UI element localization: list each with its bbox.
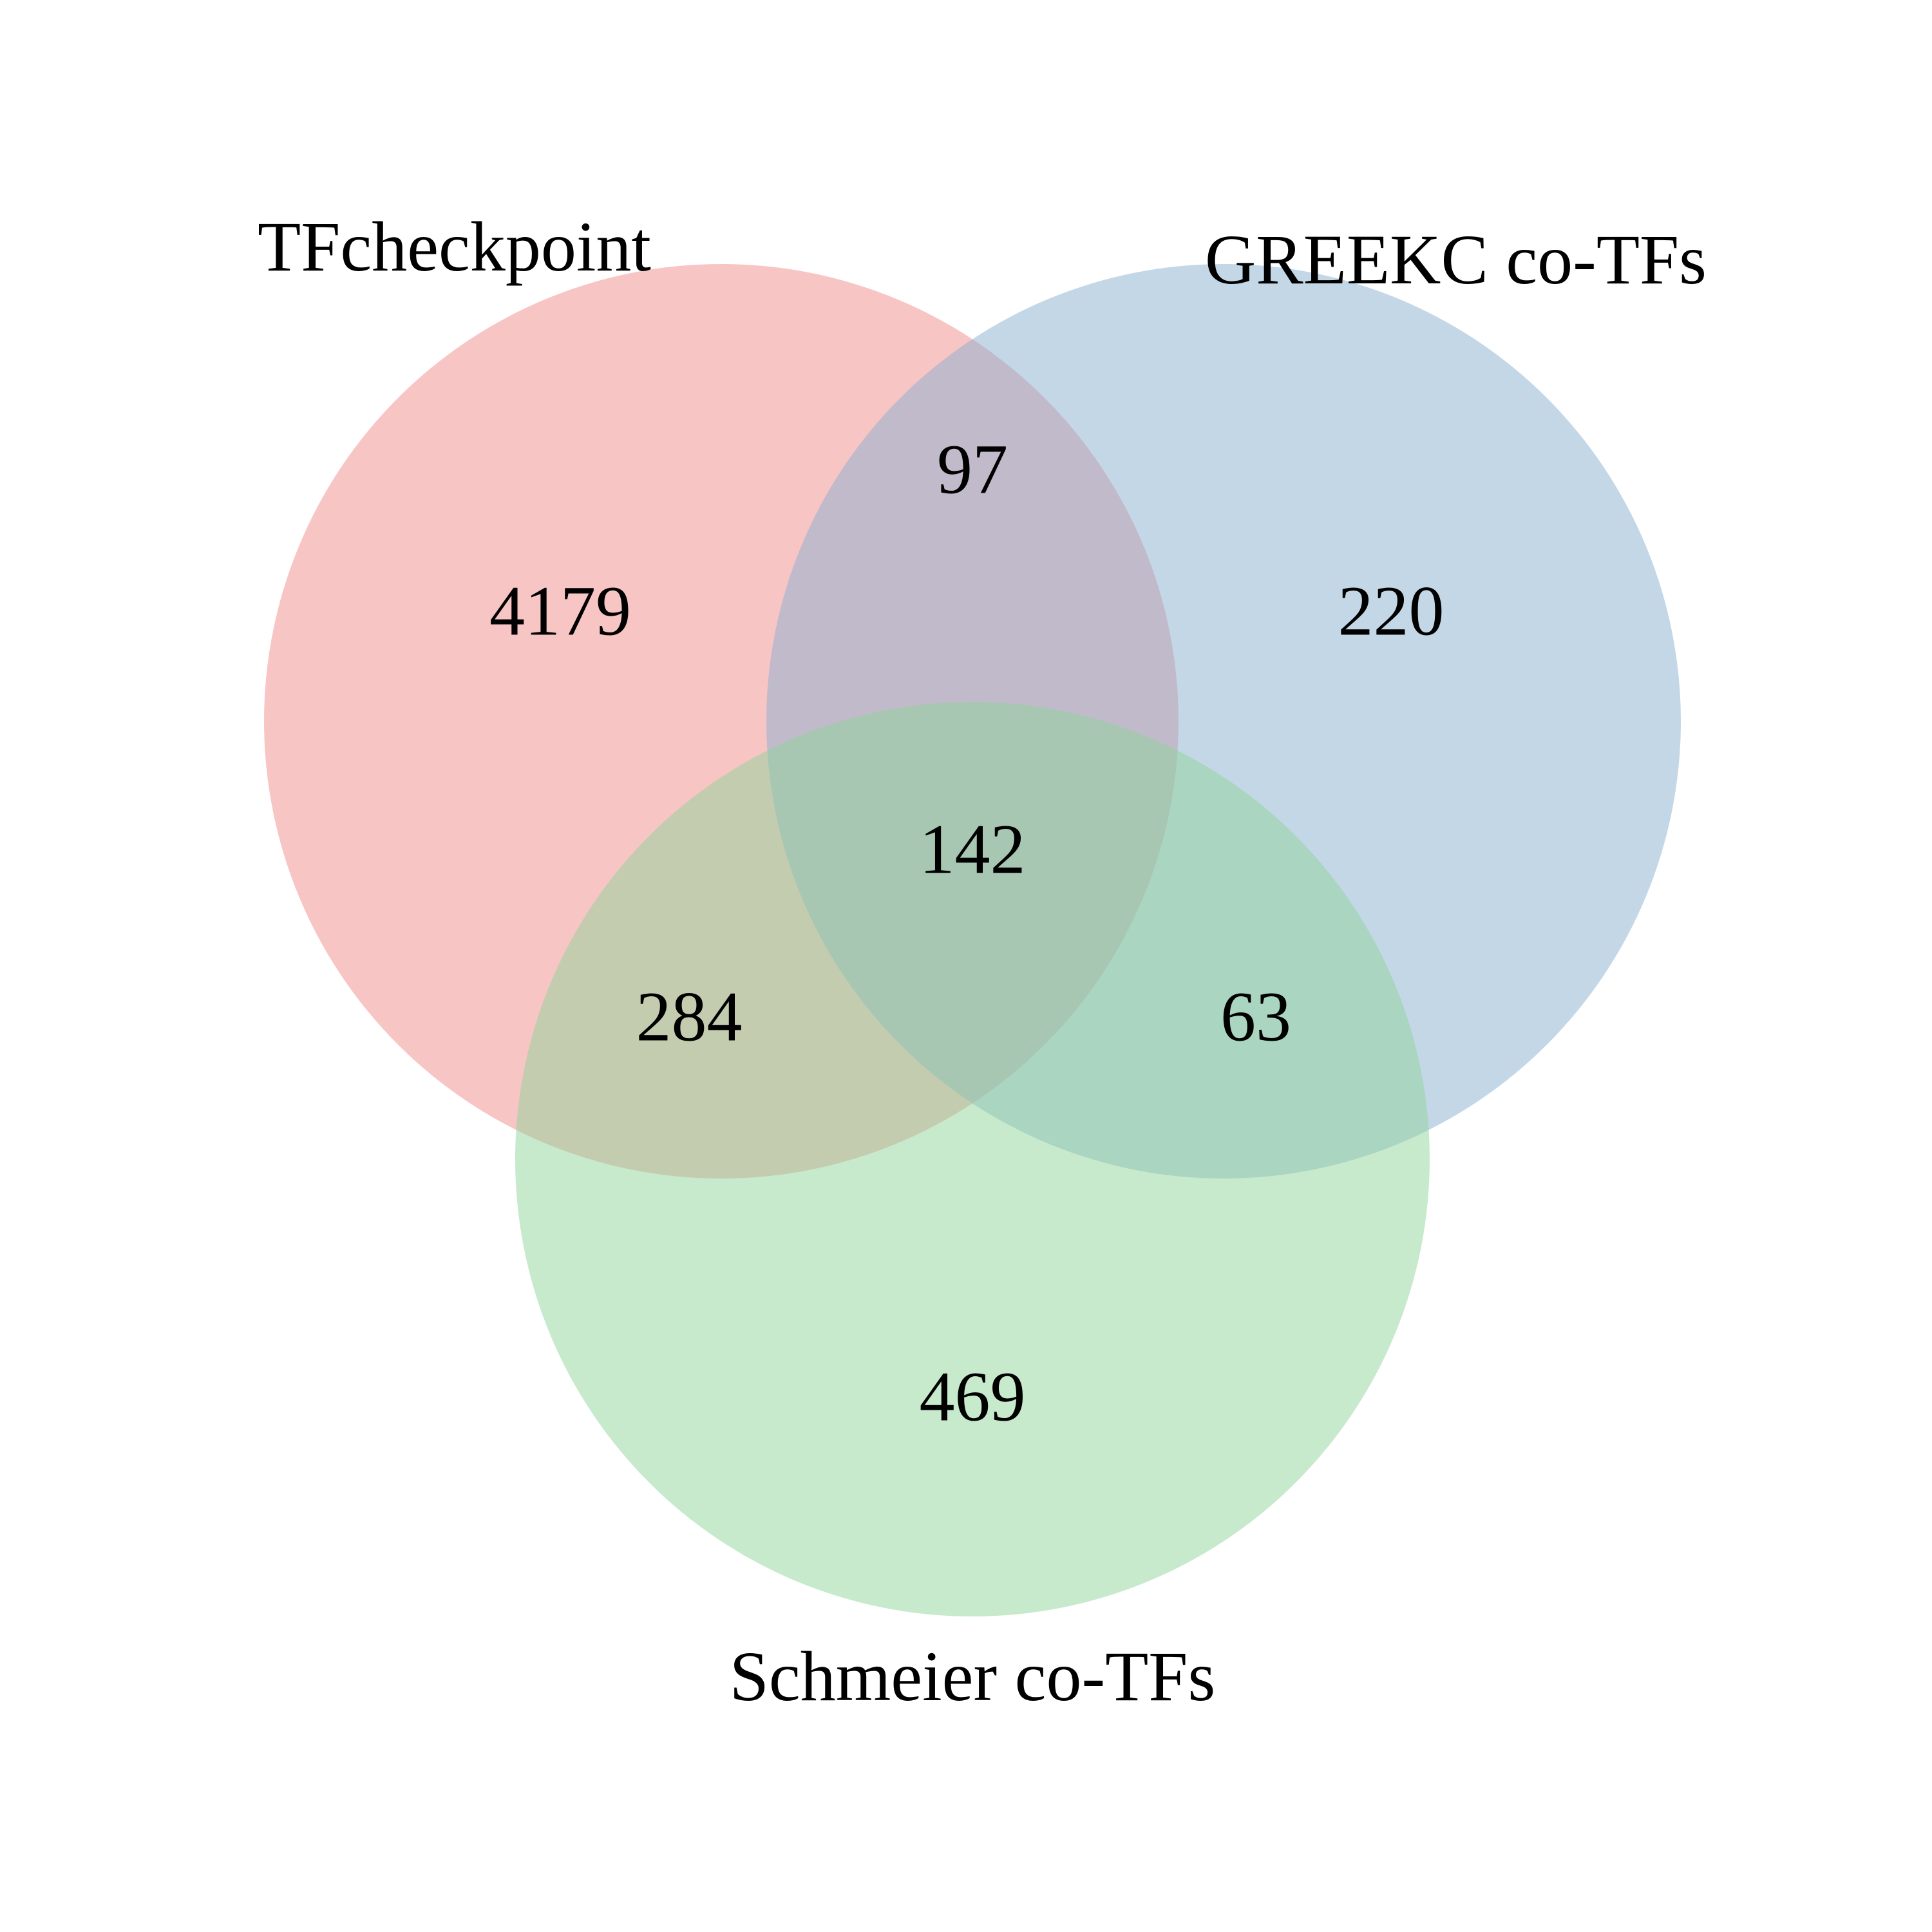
venn-value-b-only: 220 xyxy=(1338,571,1444,650)
venn-value-ab: 97 xyxy=(937,430,1008,508)
venn-label-b: GREEKC co-TFs xyxy=(1205,220,1707,299)
venn-value-bc: 63 xyxy=(1220,977,1291,1056)
venn-value-c-only: 469 xyxy=(920,1357,1026,1435)
venn-label-c: Schmeier co-TFs xyxy=(730,1637,1216,1716)
venn-diagram: TFcheckpoint GREEKC co-TFs Schmeier co-T… xyxy=(0,0,1932,1932)
venn-value-a-only: 4179 xyxy=(489,571,631,650)
venn-label-a: TFcheckpoint xyxy=(258,207,651,286)
venn-value-ac: 284 xyxy=(636,977,743,1056)
venn-value-abc: 142 xyxy=(920,810,1026,888)
